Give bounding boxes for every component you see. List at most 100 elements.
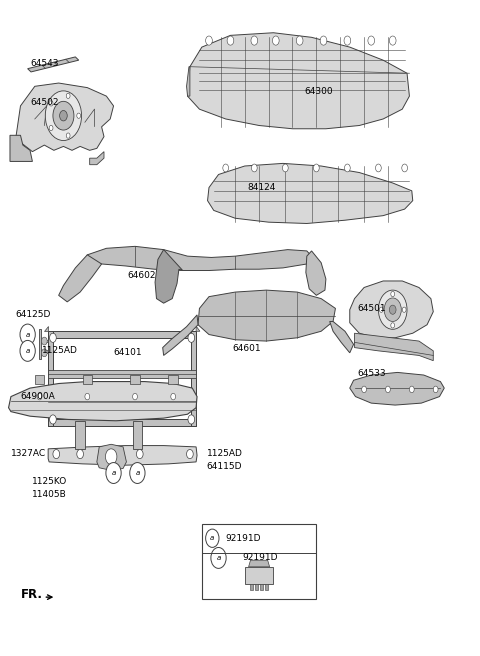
Polygon shape	[44, 326, 48, 331]
Circle shape	[66, 93, 70, 98]
Circle shape	[368, 36, 374, 45]
Circle shape	[273, 36, 279, 45]
Polygon shape	[130, 375, 140, 384]
Circle shape	[41, 349, 47, 357]
Polygon shape	[330, 321, 354, 353]
Polygon shape	[48, 331, 53, 426]
Polygon shape	[187, 67, 190, 96]
Text: 64502: 64502	[30, 98, 59, 107]
Circle shape	[252, 164, 257, 172]
Text: 11405B: 11405B	[33, 490, 67, 499]
Polygon shape	[168, 375, 178, 384]
Text: 64602: 64602	[128, 271, 156, 280]
Circle shape	[320, 36, 327, 45]
Circle shape	[391, 323, 395, 328]
Polygon shape	[97, 444, 126, 470]
Circle shape	[402, 307, 406, 312]
Text: 84124: 84124	[247, 183, 276, 192]
Circle shape	[205, 529, 219, 547]
Text: a: a	[25, 331, 30, 338]
Circle shape	[188, 415, 195, 424]
Polygon shape	[163, 315, 198, 356]
Circle shape	[391, 291, 395, 297]
FancyBboxPatch shape	[202, 524, 316, 599]
Text: 64533: 64533	[357, 369, 385, 379]
Circle shape	[389, 36, 396, 45]
Circle shape	[85, 394, 90, 400]
Polygon shape	[9, 382, 197, 420]
Text: 64125D: 64125D	[16, 310, 51, 319]
Circle shape	[188, 333, 195, 342]
Polygon shape	[260, 584, 263, 590]
Polygon shape	[196, 326, 200, 331]
Polygon shape	[28, 57, 79, 72]
Circle shape	[49, 415, 56, 424]
Circle shape	[205, 36, 212, 45]
Polygon shape	[40, 350, 48, 353]
Circle shape	[171, 394, 176, 400]
Circle shape	[409, 386, 414, 393]
Circle shape	[344, 36, 351, 45]
Circle shape	[60, 110, 67, 121]
Circle shape	[20, 324, 35, 345]
Text: a: a	[216, 555, 221, 561]
Circle shape	[227, 36, 234, 45]
Circle shape	[345, 164, 350, 172]
Circle shape	[66, 133, 70, 138]
Polygon shape	[249, 560, 270, 567]
Polygon shape	[192, 331, 196, 426]
Circle shape	[106, 462, 121, 483]
Polygon shape	[251, 584, 253, 590]
Polygon shape	[188, 33, 409, 129]
Circle shape	[20, 340, 35, 361]
Text: a: a	[25, 348, 30, 354]
Polygon shape	[10, 135, 33, 161]
Polygon shape	[48, 445, 197, 465]
Text: FR.: FR.	[21, 588, 42, 601]
Circle shape	[251, 36, 258, 45]
Circle shape	[385, 386, 390, 393]
Polygon shape	[207, 163, 413, 224]
Text: 1125AD: 1125AD	[206, 449, 242, 458]
Circle shape	[223, 164, 228, 172]
Text: 64501: 64501	[357, 304, 385, 313]
Text: 64601: 64601	[233, 344, 262, 354]
Polygon shape	[350, 373, 444, 405]
Polygon shape	[155, 250, 183, 303]
Polygon shape	[350, 281, 433, 338]
Circle shape	[402, 164, 408, 172]
Circle shape	[433, 386, 438, 393]
Polygon shape	[48, 331, 196, 338]
Polygon shape	[83, 375, 92, 384]
Circle shape	[384, 298, 401, 321]
Circle shape	[45, 91, 82, 140]
Circle shape	[379, 307, 383, 312]
Polygon shape	[59, 255, 102, 302]
Circle shape	[106, 449, 117, 464]
Polygon shape	[38, 329, 40, 359]
Circle shape	[49, 101, 53, 106]
Circle shape	[41, 337, 47, 345]
Text: a: a	[135, 470, 140, 476]
Text: 64900A: 64900A	[21, 392, 55, 401]
Circle shape	[378, 290, 407, 329]
Polygon shape	[265, 584, 268, 590]
Polygon shape	[355, 333, 433, 361]
Circle shape	[77, 449, 84, 459]
Circle shape	[389, 305, 396, 314]
Circle shape	[375, 164, 381, 172]
Text: 64543: 64543	[30, 59, 59, 68]
Circle shape	[296, 36, 303, 45]
Text: 92191D: 92191D	[226, 534, 261, 543]
Circle shape	[53, 449, 60, 459]
Text: a: a	[111, 470, 116, 476]
Circle shape	[37, 394, 42, 400]
Circle shape	[362, 386, 366, 393]
Polygon shape	[198, 290, 336, 341]
Text: a: a	[210, 535, 215, 541]
Text: 64300: 64300	[304, 87, 333, 96]
Polygon shape	[306, 251, 326, 295]
Text: 64101: 64101	[114, 348, 142, 358]
Polygon shape	[35, 375, 44, 384]
Circle shape	[313, 164, 319, 172]
